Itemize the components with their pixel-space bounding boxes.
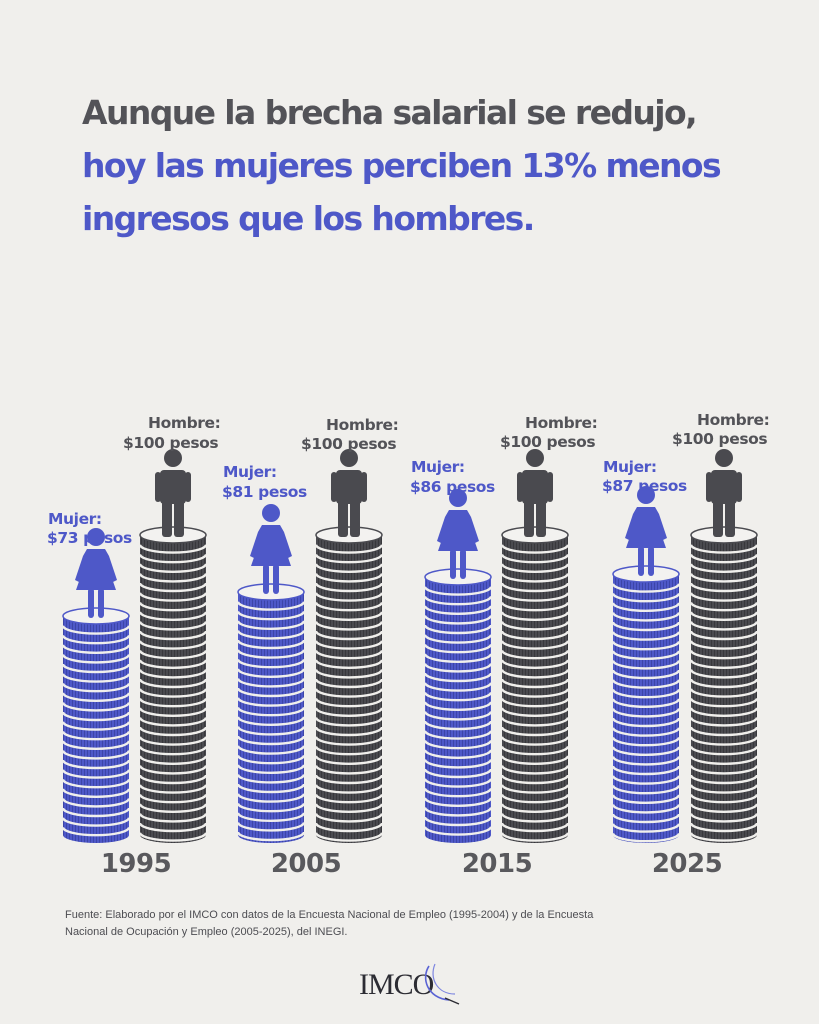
coin-stack-mujer-2015: [423, 568, 493, 843]
women-value-label-2015: $86 pesos: [410, 478, 495, 496]
woman-icon-2025: [625, 486, 667, 576]
woman-icon-2005: [250, 504, 292, 594]
coin-stack-mujer-1995: [61, 607, 131, 843]
men-label-prefix-2005: Hombre:: [326, 416, 398, 434]
man-icon-2005: [331, 449, 367, 537]
headline: Aunque la brecha salarial se redujo, hoy…: [82, 86, 782, 245]
women-label-prefix-2005: Mujer:: [223, 463, 277, 481]
coin-stack-hombre-2025: [689, 526, 759, 843]
year-label-2015: 2015: [462, 849, 532, 879]
headline-line-3: ingresos que los hombres.: [82, 199, 535, 238]
source-line-2: Nacional de Ocupación y Empleo (2005-202…: [65, 926, 348, 938]
men-label-prefix-2025: Hombre:: [697, 411, 769, 429]
coin-stack-mujer-2025: [611, 565, 681, 843]
men-value-label-2025: $100 pesos: [672, 430, 767, 448]
coin-stack-hombre-2015: [500, 526, 570, 843]
women-value-label-2005: $81 pesos: [222, 483, 307, 501]
men-value-label-2015: $100 pesos: [500, 433, 595, 451]
woman-icon-2015: [437, 489, 479, 579]
woman-icon-1995: [75, 528, 117, 618]
men-value-label-2005: $100 pesos: [301, 435, 396, 453]
coin-stack-chart: Mujer: $73 pesos Hombre: $100 pesos Muje…: [47, 411, 770, 879]
source-note: Fuente: Elaborado por el IMCO con datos …: [65, 907, 705, 941]
headline-line-1: Aunque la brecha salarial se redujo,: [82, 93, 698, 132]
women-label-prefix-1995: Mujer:: [48, 510, 102, 528]
coin-stack-hombre-2005: [314, 526, 384, 843]
women-value-label-2025: $87 pesos: [602, 477, 687, 495]
imco-swirl-icon: [424, 963, 460, 1005]
year-label-2025: 2025: [652, 849, 722, 879]
year-label-2005: 2005: [271, 849, 341, 879]
men-value-label-1995: $100 pesos: [123, 434, 218, 452]
coin-stack-mujer-2005: [236, 583, 306, 843]
men-label-prefix-2015: Hombre:: [525, 414, 597, 432]
man-icon-1995: [155, 449, 191, 537]
source-line-1: Fuente: Elaborado por el IMCO con datos …: [65, 909, 594, 921]
man-icon-2025: [706, 449, 742, 537]
man-icon-2015: [517, 449, 553, 537]
year-label-1995: 1995: [101, 849, 171, 879]
imco-logo: IMCO: [355, 958, 465, 1008]
women-label-prefix-2025: Mujer:: [603, 458, 657, 476]
coin-stack-hombre-1995: [138, 526, 208, 843]
men-label-prefix-1995: Hombre:: [148, 414, 220, 432]
women-value-label-1995: $73 pesos: [47, 529, 132, 547]
women-label-prefix-2015: Mujer:: [411, 458, 465, 476]
logo-text: IMCO: [359, 968, 434, 1001]
headline-line-2: hoy las mujeres perciben 13% menos: [82, 146, 722, 185]
